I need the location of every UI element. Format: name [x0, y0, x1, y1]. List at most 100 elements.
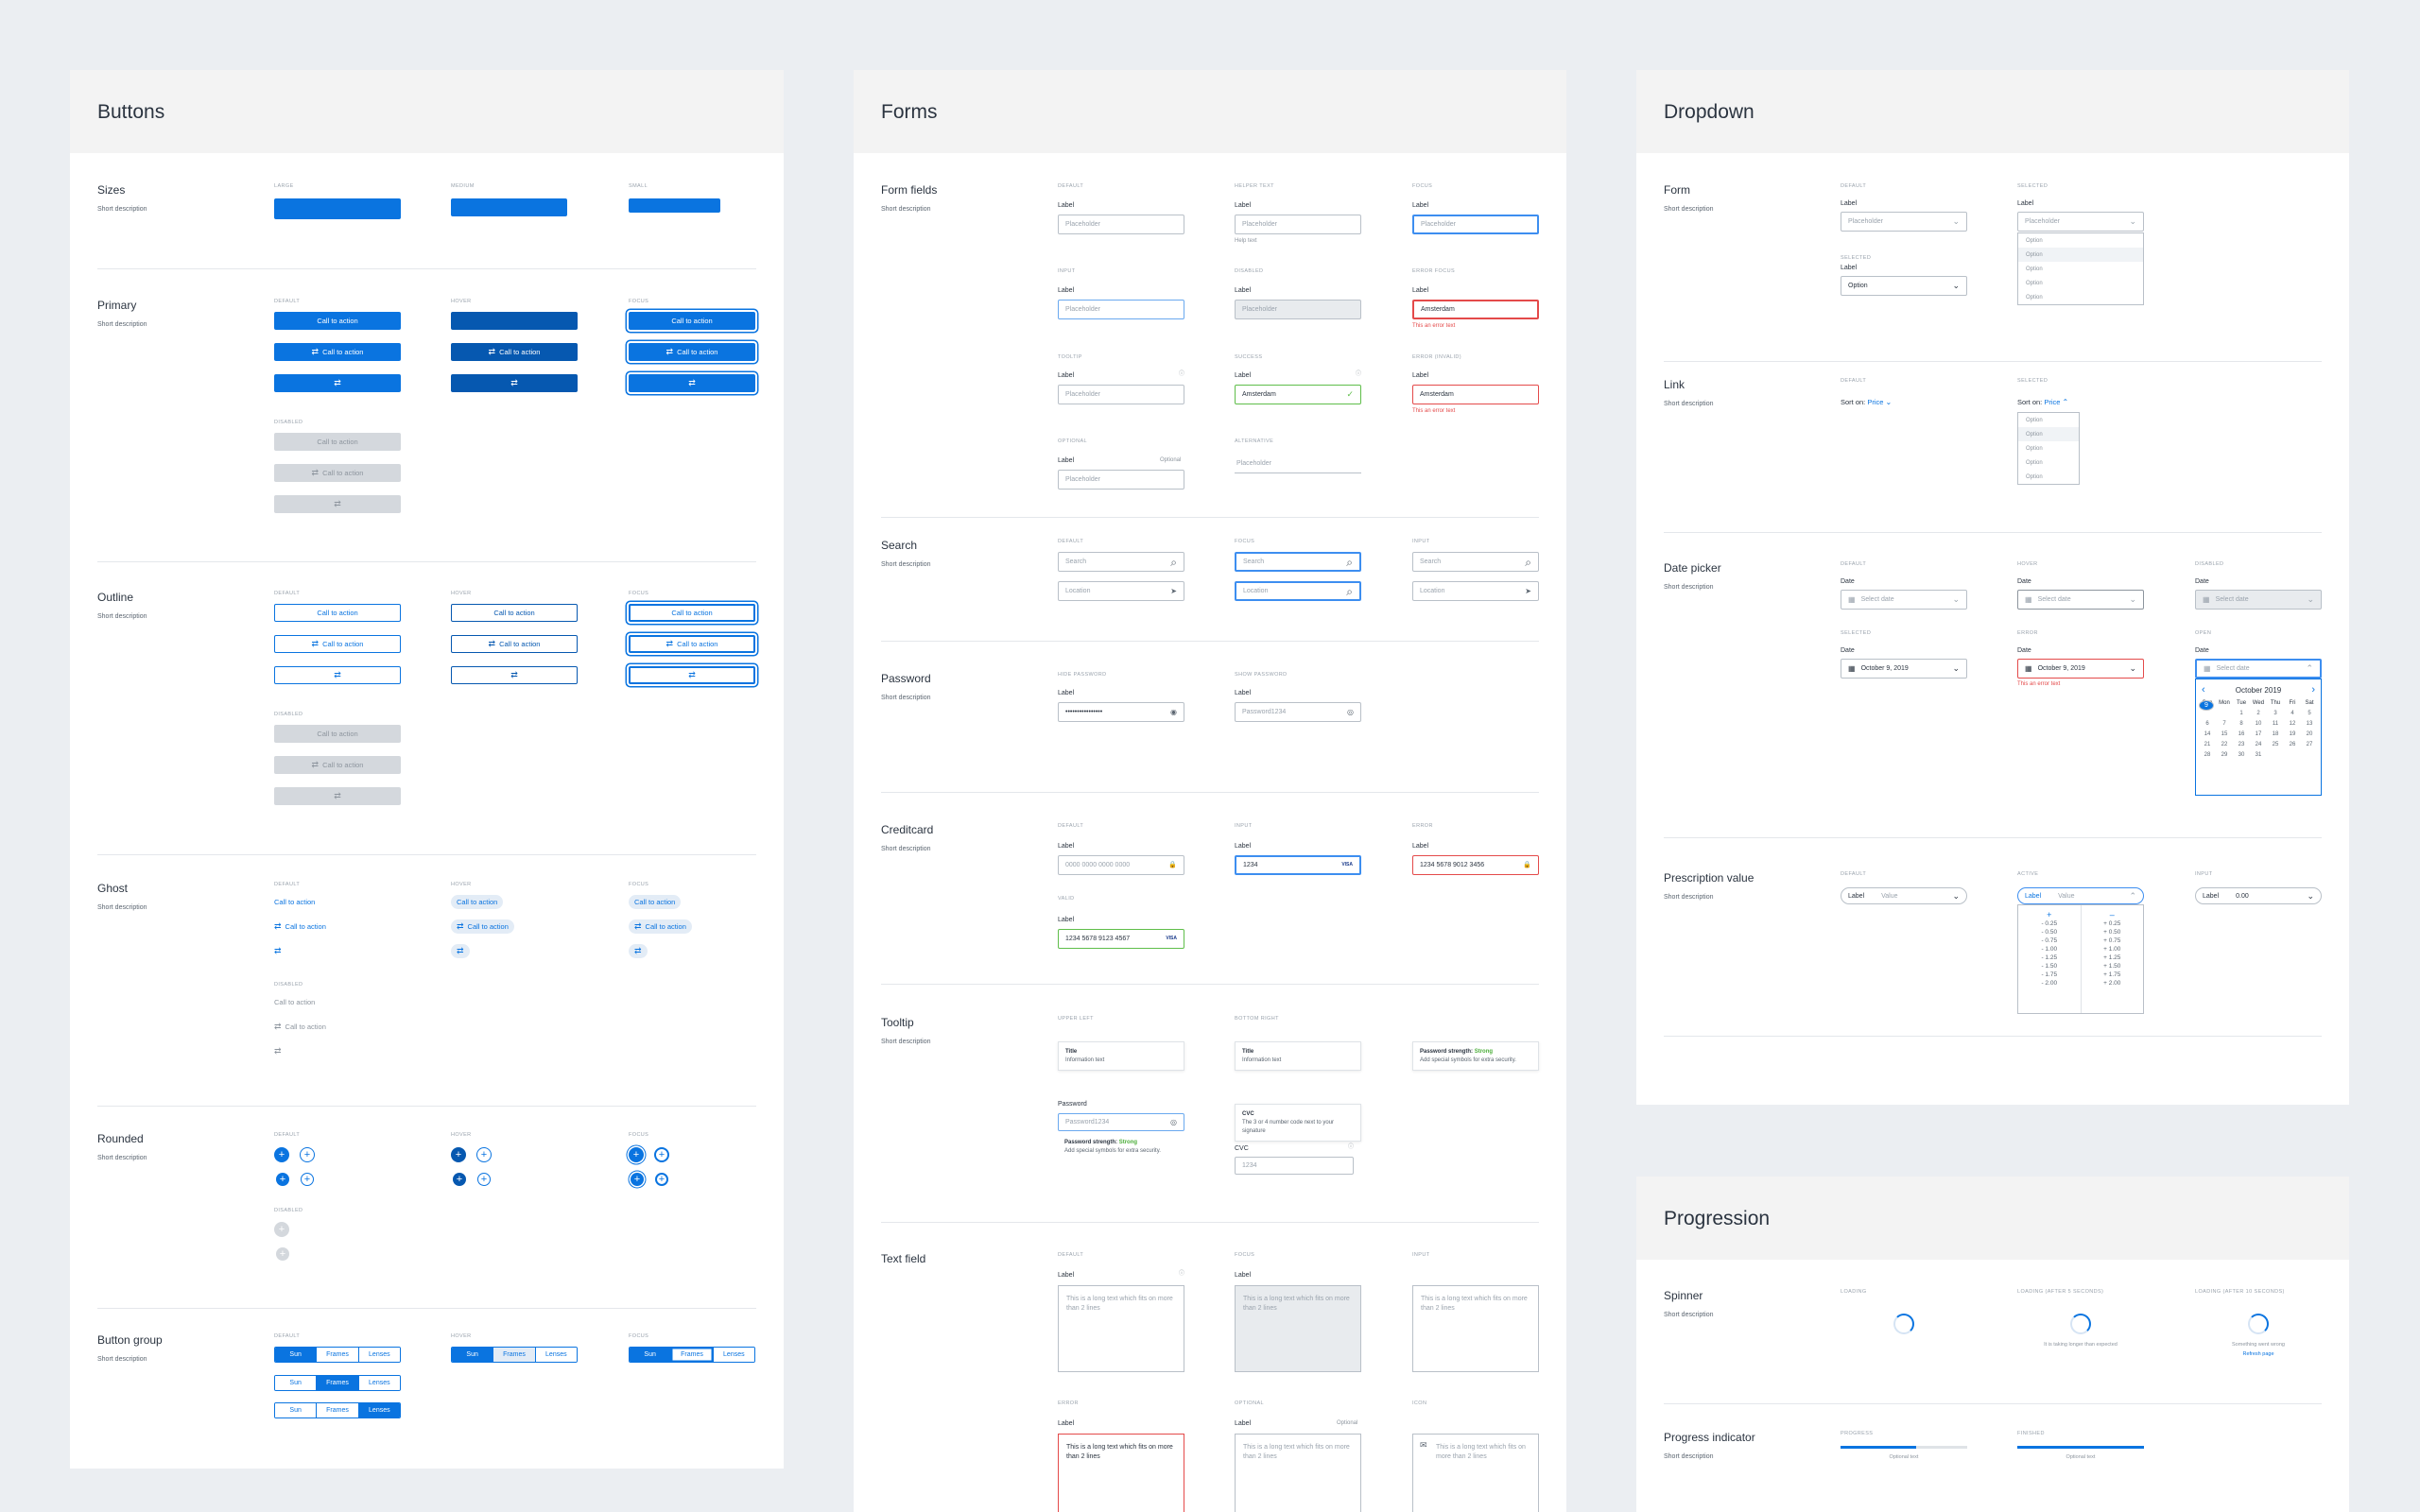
outline-focus-button[interactable]: Call to action — [629, 604, 755, 622]
group-item-sun[interactable]: Sun — [452, 1348, 494, 1362]
prescription-select-input[interactable]: Label 0.00 ⌄ — [2195, 887, 2322, 904]
textarea-focus[interactable]: This is a long text which fits on more t… — [1235, 1285, 1361, 1372]
success-input[interactable]: Amsterdam ✓ — [1235, 385, 1361, 404]
eye-off-icon[interactable]: ◎ — [1347, 707, 1354, 716]
date-select-hover[interactable]: ▦ Select date ⌄ — [2017, 590, 2144, 610]
ghost-hover-button[interactable]: Call to action — [451, 895, 504, 909]
search-focus-input[interactable]: Search ⌕ — [1235, 552, 1361, 572]
calendar-day[interactable]: 11 — [2272, 721, 2279, 727]
prescription-select[interactable]: Label Value ⌄ — [1841, 887, 1967, 904]
outline-hover-button[interactable]: Call to action — [451, 604, 578, 622]
outline-focus-icon-button[interactable]: ⇄ Call to action — [629, 635, 755, 653]
calendar-day[interactable]: 16 — [2238, 731, 2245, 737]
group-item-frames[interactable]: Frames — [671, 1348, 714, 1362]
dropdown-select-open[interactable]: Placeholder ⌄ — [2017, 212, 2144, 232]
calendar-day[interactable]: 21 — [2204, 742, 2211, 747]
primary-focus-icon-only-button[interactable]: ⇄ — [629, 374, 755, 392]
menu-item[interactable]: Option — [2018, 427, 2079, 441]
prescription-option[interactable]: + 1.75 — [2103, 971, 2121, 979]
rounded-add-outline-button[interactable]: + — [300, 1147, 315, 1162]
ghost-focus-button[interactable]: Call to action — [629, 895, 682, 909]
default-input[interactable]: Placeholder — [1058, 215, 1184, 234]
info-icon[interactable]: ⓘ — [1356, 371, 1362, 377]
menu-item[interactable]: Option — [2026, 473, 2043, 480]
textarea-icon[interactable]: ✉ This is a long text which fits on more … — [1412, 1434, 1539, 1512]
primary-icon-button[interactable]: ⇄ Call to action — [274, 343, 401, 361]
helper-input[interactable]: Placeholder — [1235, 215, 1361, 234]
search-filled-input[interactable]: Search ⌕ — [1412, 552, 1539, 572]
rounded-hover-small-add-button[interactable]: + — [453, 1173, 466, 1186]
calendar-day[interactable]: 19 — [2289, 731, 2296, 737]
info-icon[interactable]: ⓘ — [1348, 1144, 1355, 1150]
creditcard-input-state[interactable]: 1234 VISA — [1235, 855, 1361, 875]
textarea-input[interactable]: This is a long text which fits on more t… — [1412, 1285, 1539, 1372]
calendar-day[interactable]: 6 — [2205, 721, 2209, 727]
calendar-day[interactable]: 22 — [2221, 742, 2228, 747]
sort-link[interactable]: Sort on: Price ⌄ — [1841, 398, 1892, 406]
primary-focus-icon-button[interactable]: ⇄ Call to action — [629, 343, 755, 361]
primary-hover-icon-only-button[interactable]: ⇄ — [451, 374, 578, 392]
small-button[interactable] — [629, 198, 720, 213]
ghost-hover-icon-only-button[interactable]: ⇄ — [451, 944, 470, 958]
password-tooltip-input[interactable]: Password1234 ◎ — [1058, 1113, 1184, 1131]
calendar-day[interactable]: 3 — [2273, 711, 2277, 716]
primary-hover-icon-button[interactable]: ⇄ Call to action — [451, 343, 578, 361]
error-focus-input[interactable]: Amsterdam — [1412, 300, 1539, 319]
prescription-option[interactable]: - 0.50 — [2041, 929, 2058, 936]
calendar-day[interactable]: 26 — [2289, 742, 2296, 747]
rounded-hover-add-outline-button[interactable]: + — [476, 1147, 492, 1162]
chevron-left-icon[interactable]: ‹ — [2202, 683, 2205, 696]
group-item-lenses[interactable]: Lenses — [535, 1348, 577, 1362]
prescription-select-active[interactable]: Label Value ⌃ — [2017, 887, 2144, 904]
date-select-filled[interactable]: ▦ October 9, 2019 ⌄ — [1841, 659, 1967, 679]
prescription-option[interactable]: + 2.00 — [2103, 980, 2121, 988]
rounded-hover-add-button[interactable]: + — [451, 1147, 466, 1162]
prescription-option[interactable]: + 1.50 — [2103, 963, 2121, 971]
menu-item[interactable]: Option — [2026, 445, 2043, 452]
eye-icon[interactable]: ◉ — [1170, 707, 1177, 716]
group-item-lenses[interactable]: Lenses — [358, 1348, 400, 1362]
calendar-day[interactable]: 20 — [2306, 731, 2313, 737]
menu-item[interactable]: Option — [2026, 294, 2043, 301]
menu-item[interactable]: Option — [2026, 417, 2043, 423]
search-input[interactable]: Search ⌕ — [1058, 552, 1184, 572]
menu-item[interactable]: Option — [2018, 248, 2143, 262]
rounded-focus-small-add-outline-button[interactable]: + — [655, 1173, 668, 1186]
group-item-frames[interactable]: Frames — [317, 1376, 359, 1390]
primary-icon-only-button[interactable]: ⇄ — [274, 374, 401, 392]
location-filled-input[interactable]: Location ➤ — [1412, 581, 1539, 601]
chevron-right-icon[interactable]: › — [2311, 683, 2315, 696]
calendar-day[interactable]: 4 — [2290, 711, 2294, 716]
rounded-focus-add-outline-button[interactable]: + — [654, 1147, 669, 1162]
group-item-sun[interactable]: Sun — [275, 1348, 318, 1362]
ghost-icon-button[interactable]: ⇄ Call to action — [268, 919, 332, 934]
rounded-small-add-button[interactable]: + — [276, 1173, 289, 1186]
group-item-lenses[interactable]: Lenses — [713, 1348, 754, 1362]
calendar-day[interactable]: 30 — [2238, 752, 2245, 758]
optional-input[interactable]: Placeholder — [1058, 470, 1184, 490]
tooltip-input[interactable]: Placeholder — [1058, 385, 1184, 404]
date-select-open[interactable]: ▦ Select date ⌃ — [2195, 659, 2322, 679]
medium-button[interactable] — [451, 198, 567, 216]
prescription-option[interactable]: + 0.25 — [2103, 920, 2121, 928]
prescription-option[interactable]: - 1.75 — [2041, 971, 2058, 979]
group-item-frames[interactable]: Frames — [317, 1403, 359, 1418]
alternative-input[interactable]: Placeholder — [1235, 454, 1361, 473]
ghost-focus-icon-only-button[interactable]: ⇄ — [629, 944, 648, 958]
prescription-option[interactable]: - 1.25 — [2041, 954, 2058, 962]
menu-item[interactable]: Option — [2026, 459, 2043, 466]
outline-hover-icon-button[interactable]: ⇄ Call to action — [451, 635, 578, 653]
primary-focus-button[interactable]: Call to action — [629, 312, 755, 330]
calendar-day[interactable]: 2 — [2256, 711, 2260, 716]
rounded-focus-small-add-button[interactable]: + — [631, 1173, 644, 1186]
textarea-error[interactable]: This is a long text which fits on more t… — [1058, 1434, 1184, 1512]
rounded-hover-small-add-outline-button[interactable]: + — [477, 1173, 491, 1186]
menu-item[interactable]: Option — [2026, 266, 2043, 272]
refresh-link[interactable]: Refresh page — [2242, 1351, 2274, 1357]
info-icon[interactable]: ⓘ — [1179, 371, 1185, 377]
prescription-option[interactable]: - 1.50 — [2041, 963, 2058, 971]
locate-icon[interactable]: ➤ — [1170, 586, 1177, 595]
ghost-hover-icon-button[interactable]: ⇄ Call to action — [451, 919, 514, 934]
date-select-error[interactable]: ▦ October 9, 2019 ⌄ — [2017, 659, 2144, 679]
prescription-option[interactable]: - 1.00 — [2041, 946, 2058, 954]
